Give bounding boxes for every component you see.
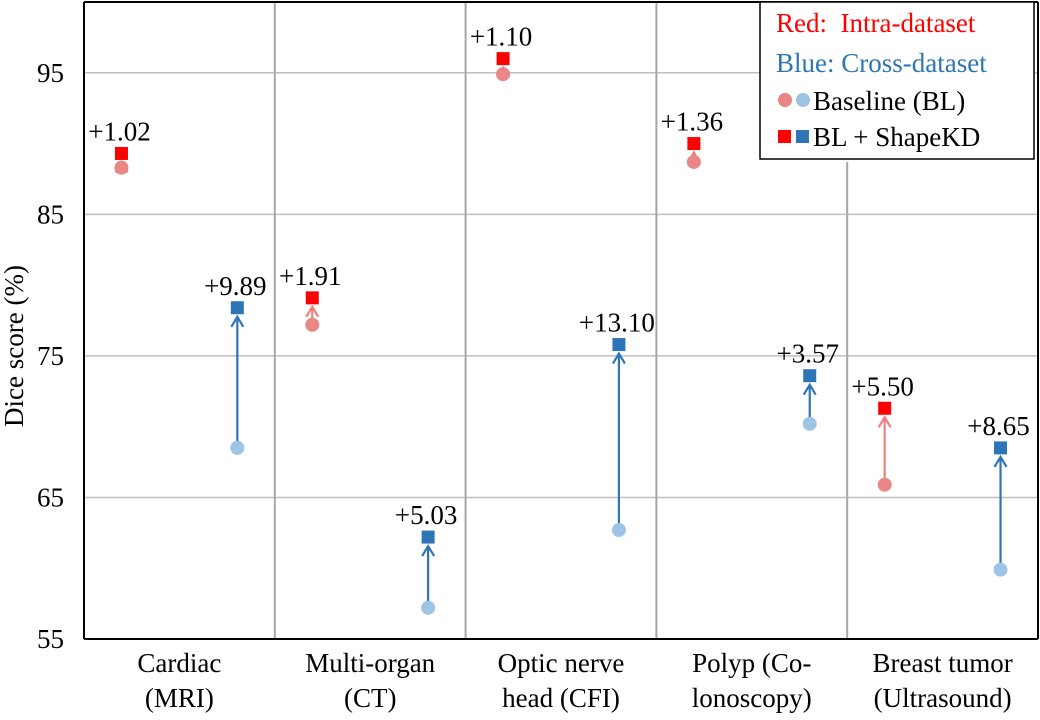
- delta-label-0-1: +1.91: [279, 261, 341, 291]
- delta-label-1-1: +5.03: [395, 500, 457, 530]
- baseline-marker-0-1: [305, 317, 320, 332]
- legend-shapekd-red-marker: [778, 130, 791, 143]
- shapekd-marker-1-4: [994, 441, 1008, 455]
- x-tick-label-1-1: (CT): [344, 683, 396, 713]
- category-dividers: [273, 2, 849, 639]
- y-tick-label-65: 65: [37, 482, 64, 512]
- baseline-marker-0-2: [496, 67, 511, 82]
- shapekd-marker-1-0: [230, 301, 244, 315]
- arrow-head-0-4: [877, 415, 892, 428]
- x-tick-label-3-0: Polyp (Co-: [692, 648, 811, 678]
- x-tick-label-1-0: Multi-organ: [305, 648, 435, 678]
- x-tick-label-4-0: Breast tumor: [872, 648, 1012, 678]
- legend-baseline-red-marker: [778, 93, 792, 107]
- shapekd-marker-0-2: [496, 52, 510, 66]
- baseline-marker-1-4: [993, 562, 1008, 577]
- x-axis: Cardiac (MRI) Multi-organ (CT) Optic nerve he…: [137, 648, 1012, 713]
- y-tick-label-55: 55: [37, 624, 64, 654]
- shapekd-marker-0-0: [114, 146, 128, 160]
- legend-shapekd-blue-marker: [796, 130, 809, 143]
- arrow-head-1-1: [421, 543, 436, 557]
- delta-label-0-4: +5.50: [851, 371, 913, 401]
- legend-baseline-label: Baseline (BL): [813, 86, 965, 116]
- legend-cross-label: Blue: Cross-dataset: [776, 48, 987, 78]
- baseline-marker-0-3: [686, 154, 701, 169]
- y-tick-label-85: 85: [37, 199, 64, 229]
- shapekd-marker-0-1: [305, 291, 319, 305]
- x-tick-label-3-1: lonoscopy): [692, 683, 812, 713]
- y-axis: 55 65 75 85 95: [37, 58, 64, 654]
- shapekd-marker-1-3: [803, 369, 817, 383]
- y-tick-label-75: 75: [37, 341, 64, 371]
- legend-intra-label: Red: Intra-dataset: [776, 8, 976, 38]
- arrow-head-1-3: [802, 382, 817, 396]
- delta-label-0-2: +1.10: [470, 22, 532, 52]
- delta-label-1-0: +9.89: [204, 271, 266, 301]
- x-tick-label-4-1: (Ultrasound): [874, 683, 1012, 713]
- baseline-marker-1-0: [230, 440, 245, 455]
- baseline-marker-1-3: [802, 416, 817, 431]
- delta-label-0-0: +1.02: [88, 116, 150, 146]
- arrow-head-1-0: [230, 314, 245, 328]
- baseline-marker-0-0: [114, 160, 129, 175]
- x-tick-label-2-0: Optic nerve: [498, 648, 625, 678]
- arrow-head-1-2: [611, 351, 626, 365]
- delta-label-1-4: +8.65: [967, 411, 1029, 441]
- x-tick-label-2-1: head (CFI): [502, 683, 620, 713]
- legend: Red: Intra-dataset Blue: Cross-dataset B…: [759, 1, 1035, 160]
- delta-labels: +1.02 +1.91 +1.10 +1.36 +5.50 +9.89 +5.03 +13.1…: [88, 22, 1030, 530]
- shapekd-marker-0-4: [878, 401, 892, 415]
- y-tick-label-95: 95: [37, 58, 64, 88]
- delta-label-1-2: +13.10: [579, 308, 655, 338]
- x-tick-label-0-0: Cardiac: [137, 648, 221, 678]
- arrow-head-1-4: [993, 454, 1008, 468]
- baseline-marker-1-1: [421, 600, 436, 615]
- shapekd-marker-1-1: [421, 530, 435, 544]
- shapekd-marker-0-3: [687, 137, 701, 151]
- legend-baseline-blue-marker: [796, 93, 810, 107]
- x-tick-label-0-1: (MRI): [145, 683, 214, 713]
- baseline-marker-1-2: [611, 523, 626, 538]
- markers: [114, 52, 1008, 615]
- arrow-head-0-1: [305, 304, 320, 318]
- shapekd-marker-1-2: [612, 338, 626, 352]
- legend-shapekd-label: BL + ShapeKD: [813, 122, 980, 152]
- baseline-marker-0-4: [877, 477, 892, 492]
- y-axis-title: Dice score (%): [0, 265, 29, 427]
- delta-label-0-3: +1.36: [661, 107, 723, 137]
- delta-label-1-3: +3.57: [776, 339, 838, 369]
